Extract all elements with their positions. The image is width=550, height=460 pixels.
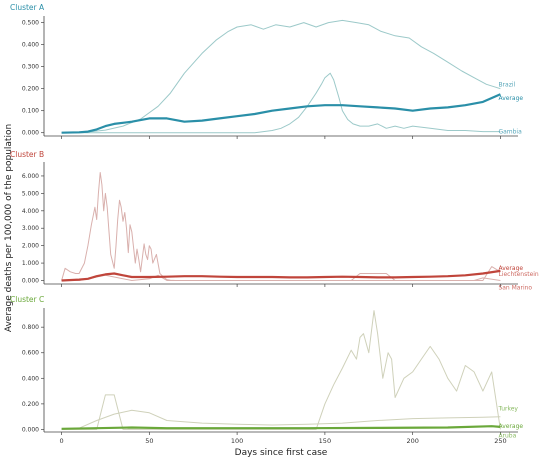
- series-label: Turkey: [497, 406, 518, 413]
- x-tick-label: 200: [406, 437, 418, 445]
- x-tick-label: 50: [145, 437, 153, 445]
- y-tick-label: 0.400: [22, 42, 39, 49]
- series-label: Average: [498, 95, 523, 102]
- series-label: Brazil: [498, 82, 515, 89]
- y-tick-label: 4.000: [22, 208, 39, 215]
- series-line-brazil: [61, 19, 501, 134]
- y-tick-label: 0.200: [22, 86, 39, 93]
- panel-2: Cluster B 0.000 1.000 2.000 3.000 4.000 5.000 6…: [10, 150, 539, 292]
- y-axis-title: Average deaths per 100,000 of the popula…: [4, 124, 14, 332]
- series-label: Liechtenstein: [498, 271, 538, 278]
- y-tick-label: 0.600: [22, 350, 39, 357]
- y-tick-label: 0.500: [22, 20, 39, 27]
- y-tick-label: 0.100: [22, 108, 39, 115]
- x-axis-title: Days since first case: [235, 448, 328, 458]
- x-tick-label: 0: [59, 437, 63, 445]
- series-label: Average: [498, 423, 523, 430]
- series-line-aruba: [61, 310, 501, 430]
- series-line-gambia: [61, 72, 501, 134]
- x-tick-label: 100: [231, 437, 243, 445]
- y-tick-label: 2.000: [22, 243, 39, 250]
- series-label: San Marino: [498, 285, 532, 292]
- panel-title: Cluster A: [10, 3, 45, 12]
- panel-title: Cluster B: [10, 150, 44, 159]
- y-tick-label: 1.000: [22, 260, 39, 267]
- y-tick-label: 3.000: [22, 225, 39, 232]
- series-line-average: [61, 269, 501, 282]
- series-label: Aruba: [498, 432, 516, 439]
- series-line-turkey: [61, 409, 501, 430]
- series-label: Average: [498, 265, 523, 272]
- y-tick-label: 0.400: [22, 375, 39, 382]
- y-tick-label: 0.200: [22, 401, 39, 408]
- series-label: Gambia: [498, 129, 522, 136]
- y-tick-label: 6.000: [22, 173, 39, 180]
- x-tick-label: 250: [494, 437, 506, 445]
- y-tick-label: 5.000: [22, 190, 39, 197]
- series-line-liechtenstein: [61, 172, 501, 281]
- x-tick-label: 150: [319, 437, 331, 445]
- y-tick-label: 0.800: [22, 324, 39, 331]
- panel-title: Cluster C: [10, 295, 44, 304]
- panel-1: Cluster A 0.000 0.100 0.200 0.300 0.400 0.500 B…: [10, 3, 523, 139]
- series-line-average: [61, 93, 501, 134]
- y-tick-label: 0.300: [22, 64, 39, 71]
- y-tick-label: 0.000: [22, 278, 39, 285]
- y-tick-label: 0.000: [22, 130, 39, 137]
- series-line-average: [61, 425, 501, 430]
- y-tick-label: 0.000: [22, 426, 39, 433]
- panel-3: Cluster C 0.000 0.200 0.400 0.600 0.800 0 50 100…: [10, 295, 523, 445]
